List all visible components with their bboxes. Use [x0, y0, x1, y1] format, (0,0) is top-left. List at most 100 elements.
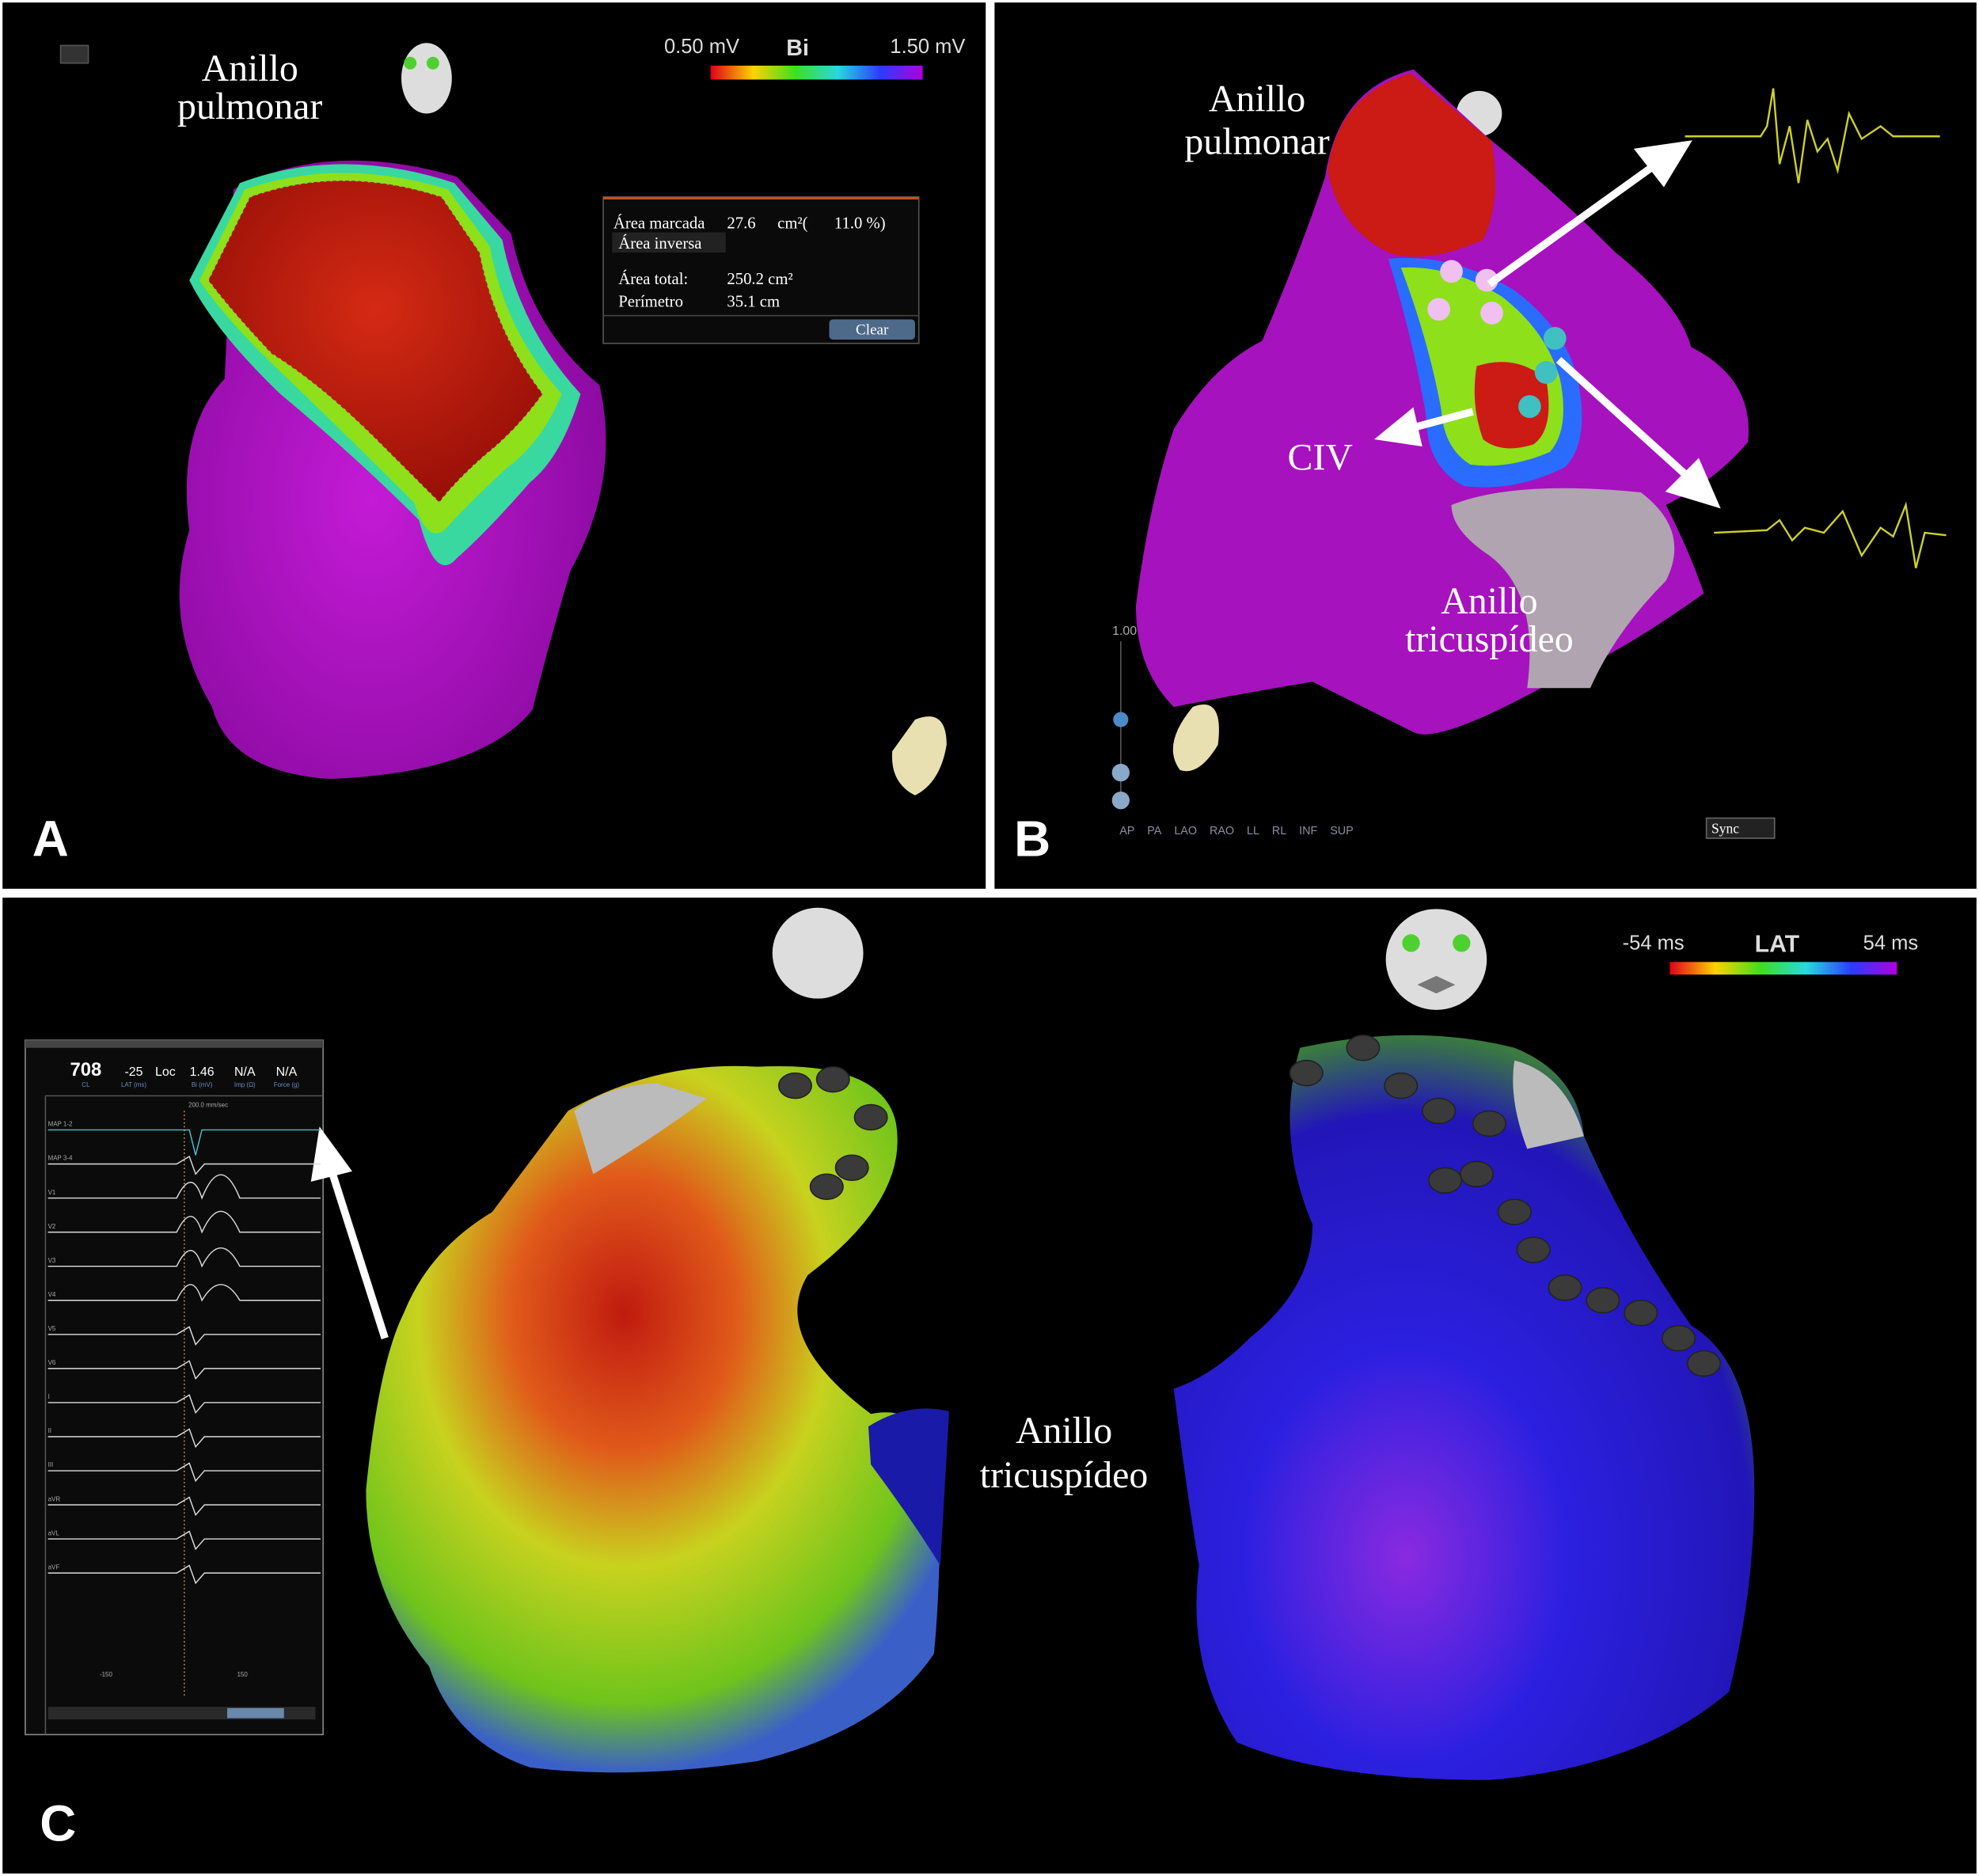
arrows — [310, 1126, 389, 1340]
clear-label[interactable]: Clear — [856, 322, 889, 339]
ecg-trace — [47, 1247, 321, 1268]
head-eye — [404, 56, 417, 70]
ablation-point — [1480, 302, 1503, 325]
orientation-head — [1385, 909, 1487, 1010]
ecg-speed: 200.0 mm/sec — [188, 1102, 228, 1109]
ablation-point — [1440, 260, 1463, 283]
valve-area — [574, 1083, 707, 1175]
head-eye — [1402, 934, 1420, 952]
annotation: CIV — [1288, 436, 1353, 478]
ecg-trace — [47, 1530, 321, 1551]
heart-map — [366, 1065, 940, 1773]
menu-button[interactable] — [59, 44, 89, 64]
channel-label: V6 — [48, 1359, 56, 1366]
valve-area — [1451, 488, 1675, 689]
channel-label: V4 — [48, 1291, 56, 1298]
sync-label[interactable]: Sync — [1711, 821, 1739, 837]
view-button[interactable]: PA — [1147, 825, 1161, 837]
ablation-lesion — [1497, 1198, 1532, 1225]
view-button[interactable]: INF — [1299, 825, 1317, 837]
orientation-head — [401, 43, 452, 114]
channel-label: MAP 3-4 — [48, 1155, 73, 1162]
ecg-trace — [47, 1129, 321, 1156]
readout-value: -25 — [124, 1065, 142, 1079]
info-box-highlight — [612, 232, 726, 253]
readout-value: N/A — [276, 1065, 298, 1079]
view-button[interactable]: LAO — [1174, 825, 1197, 837]
info-value: 250.2 cm² — [727, 271, 792, 288]
view-button[interactable]: AP — [1119, 825, 1134, 837]
ablation-lesion — [1586, 1286, 1620, 1314]
ablation-lesion — [1548, 1274, 1582, 1301]
colorbar-max: 1.50 mV — [890, 36, 965, 58]
readout-name: Imp (Ω) — [234, 1081, 256, 1088]
egm-trace — [1685, 88, 1940, 184]
colorbar-title: LAT — [1755, 932, 1800, 958]
zoom-handle[interactable] — [1113, 712, 1129, 727]
zoom-button[interactable] — [1111, 791, 1130, 810]
readout-name: LAT (ms) — [121, 1081, 146, 1088]
scar-area — [1328, 73, 1496, 257]
channel-label: V2 — [48, 1223, 56, 1230]
colorbar-min: 0.50 mV — [664, 36, 739, 58]
readout-value: 708 — [70, 1059, 101, 1080]
info-value: cm²( — [777, 215, 808, 233]
channel-label: II — [48, 1427, 51, 1434]
ablation-point — [1534, 361, 1558, 384]
ecg-trace — [47, 1284, 321, 1302]
info-value: 11.0 %) — [834, 215, 886, 233]
head-eye — [1453, 934, 1471, 952]
ablation-lesion — [1516, 1236, 1551, 1263]
info-label: Área marcada — [613, 215, 705, 233]
ecg-trace — [47, 1496, 321, 1517]
channel-label: V3 — [48, 1257, 56, 1264]
time-tick: 150 — [237, 1671, 248, 1678]
info-box-frame — [602, 196, 920, 344]
annotation: pulmonar — [1184, 121, 1329, 163]
ablation-lesion — [1428, 1167, 1463, 1194]
channel-label: aVF — [48, 1563, 60, 1570]
ablation-lesion — [809, 1173, 844, 1200]
annotation: Anillo — [1441, 580, 1537, 622]
channel-label: MAP 1-2 — [48, 1121, 73, 1128]
readout-name: Bi (mV) — [192, 1081, 213, 1088]
ablation-point — [1518, 395, 1541, 418]
view-button[interactable]: LL — [1247, 825, 1259, 837]
colorbar — [710, 65, 923, 80]
ecg-trace — [47, 1155, 321, 1175]
ablation-lesion — [1459, 1160, 1494, 1187]
ablation-point — [1427, 298, 1450, 321]
channel-label: V1 — [48, 1189, 56, 1196]
annotation: Anillo — [202, 47, 298, 89]
readout-value: 1.46 — [190, 1065, 215, 1079]
ecg-trace — [47, 1462, 321, 1483]
view-button[interactable]: RAO — [1210, 825, 1234, 837]
arrowhead — [310, 1126, 352, 1182]
ablation-lesion — [1624, 1299, 1658, 1327]
arrowhead — [1665, 458, 1721, 509]
ecg-scroll-thumb[interactable] — [226, 1707, 284, 1718]
zoom-value: 1.00 — [1112, 625, 1137, 638]
time-tick: -150 — [100, 1671, 113, 1678]
clear-button[interactable] — [829, 319, 915, 340]
info-label: Área total: — [618, 270, 688, 288]
ecg-window — [25, 1039, 324, 1736]
info-box — [602, 196, 920, 344]
sync-button[interactable] — [1705, 817, 1776, 839]
colorbar-max: 54 ms — [1863, 932, 1918, 954]
view-button[interactable]: RL — [1272, 825, 1286, 837]
ecg-trace — [47, 1428, 321, 1449]
panel-label: C — [40, 1794, 76, 1851]
egm-trace — [1714, 501, 1947, 568]
zoom-button[interactable] — [1111, 763, 1130, 782]
info-value: 35.1 cm — [727, 294, 780, 311]
view-button[interactable]: SUP — [1330, 825, 1353, 837]
scar-area — [1474, 362, 1549, 449]
readout-value: Loc — [155, 1065, 176, 1079]
ablation-lesion — [1346, 1035, 1381, 1061]
arrowhead — [1633, 140, 1692, 188]
ecg-frame — [25, 1039, 324, 1736]
ablation-lesion — [1289, 1059, 1324, 1087]
ablation-lesion — [1472, 1110, 1506, 1137]
annotation: Anillo — [1209, 78, 1305, 120]
